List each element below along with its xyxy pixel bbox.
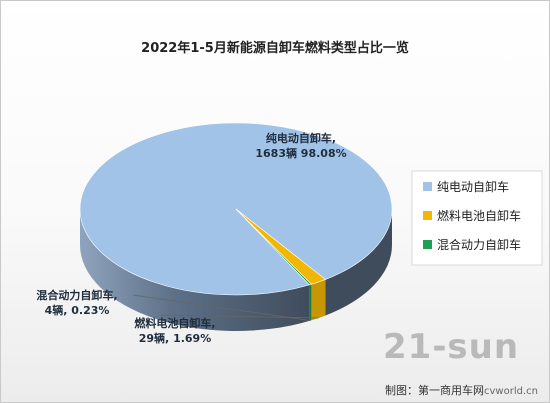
- legend-label-fuel-cell: 燃料电池自卸车: [437, 208, 521, 223]
- slice-side-hybrid: [309, 284, 312, 321]
- watermark: 21-sun: [383, 327, 520, 367]
- chart-title: 2022年1-5月新能源自卸车燃料类型占比一览: [141, 40, 409, 56]
- leader-hybrid: [132, 294, 311, 321]
- data-label-fuel-cell-value: 29辆, 1.69%: [139, 331, 211, 345]
- slice-top-pure-electric: [79, 122, 393, 296]
- credit-site: cvworld.cn: [484, 386, 538, 397]
- data-label-pure-electric-name: 纯电动自卸车,: [266, 131, 336, 145]
- slice-side-pure-electric: [80, 209, 310, 331]
- legend-label-hybrid: 混合动力自卸车: [437, 237, 521, 252]
- legend-swatch-pure-electric: [423, 182, 432, 191]
- data-label-pure-electric: 纯电动自卸车,1683辆 98.08%: [255, 131, 346, 160]
- chart-credit: 制图：第一商用车网cvworld.cn: [385, 382, 538, 398]
- slice-side-fuel-cell: [311, 279, 326, 321]
- legend-swatch-fuel-cell: [423, 211, 432, 220]
- legend-swatch-hybrid: [423, 240, 432, 249]
- data-label-hybrid-name: 混合动力自卸车,: [36, 288, 117, 302]
- credit-text: 制图：第一商用车网: [385, 384, 484, 397]
- data-label-hybrid: 混合动力自卸车,4辆, 0.23%: [36, 288, 117, 317]
- leader-fuel-cell: [160, 314, 319, 319]
- data-label-pure-electric-value: 1683辆 98.08%: [255, 146, 346, 160]
- legend-label-pure-electric: 纯电动自卸车: [437, 179, 509, 194]
- legend-box: [411, 170, 543, 266]
- data-label-fuel-cell-name: 燃料电池自卸车,: [133, 316, 215, 330]
- data-label-fuel-cell: 燃料电池自卸车,29辆, 1.69%: [133, 316, 215, 345]
- data-label-hybrid-value: 4辆, 0.23%: [45, 303, 110, 317]
- slice-top-hybrid: [235, 208, 312, 286]
